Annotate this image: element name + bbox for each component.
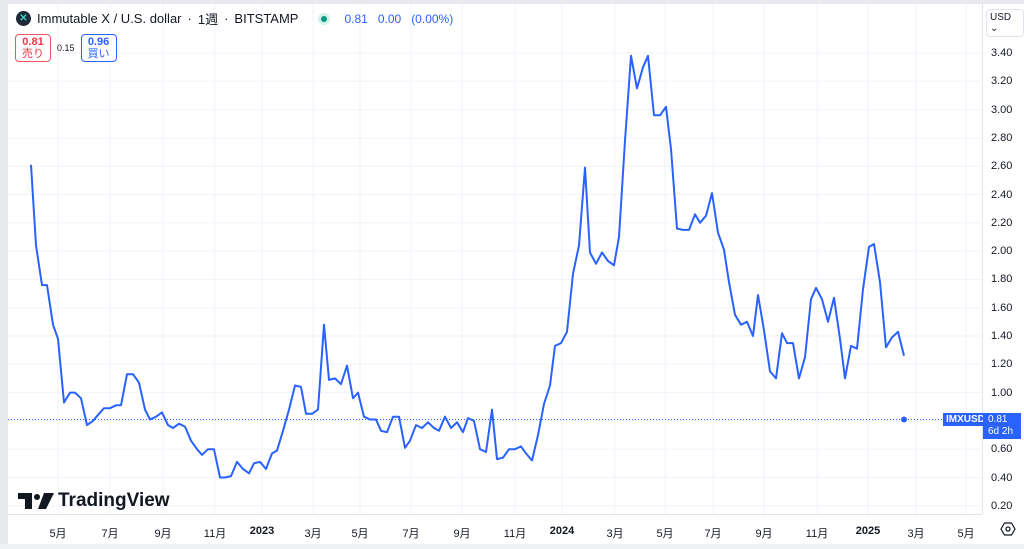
price-tick-label: 0.40: [991, 471, 1013, 484]
price-tick-label: 2.80: [991, 131, 1013, 144]
time-tick-label: 11月: [805, 528, 829, 540]
tradingview-logo[interactable]: TradingView: [18, 490, 170, 512]
symbol-title-bar: ✕ Immutable X / U.S. dollar · 1週 · BITST…: [16, 9, 453, 28]
sell-label: 売り: [22, 48, 44, 60]
time-tick-label: 2025: [855, 525, 881, 537]
price-tick-label: 1.00: [991, 386, 1013, 399]
buy-sell-panel: 0.81 売り 0.15 0.96 買い: [15, 34, 117, 62]
price-line-chart[interactable]: [8, 4, 982, 514]
time-tick-label: 5月: [49, 528, 67, 540]
time-tick-label: 9月: [453, 528, 471, 540]
time-tick-label: 11月: [503, 528, 527, 540]
price-tick-label: 3.00: [991, 103, 1013, 116]
market-open-dot-icon[interactable]: [318, 12, 331, 25]
time-tick-label: 5月: [351, 528, 369, 540]
currency-selector[interactable]: USD ⌄: [986, 9, 1024, 37]
price-tick-label: 3.40: [991, 47, 1013, 59]
time-tick-label: 9月: [154, 528, 172, 540]
chevron-down-icon: ⌄: [990, 23, 999, 34]
time-tick-label: 3月: [606, 528, 624, 540]
exchange: BITSTAMP: [234, 11, 299, 26]
price-line: [30, 54, 905, 479]
last-price-label: 0.81 6d 2h: [983, 413, 1021, 439]
time-tick-label: 2023: [249, 525, 275, 537]
bar-countdown: 6d 2h: [988, 426, 1014, 437]
time-tick-label: 5月: [957, 528, 975, 540]
change-value: 0.00: [377, 11, 402, 26]
tradingview-logo-icon: [18, 493, 54, 509]
price-tick-label: 1.40: [991, 330, 1013, 342]
symbol-name[interactable]: Immutable X / U.S. dollar: [37, 11, 182, 26]
time-tick-label: 9月: [755, 528, 773, 540]
last-point-marker: [901, 416, 907, 423]
price-tick-label: 2.40: [991, 188, 1013, 201]
currency-label: USD: [990, 12, 1012, 23]
price-tick-label: 2.20: [991, 216, 1013, 229]
price-tick-label: 2.00: [991, 245, 1013, 258]
time-axis[interactable]: 5月 7月 9月 11月 2023 3月 5月 7月 9月 11月 2024 3月 5月 7月 9月 11月 2…: [8, 514, 982, 545]
price-tick-label: 1.80: [991, 273, 1013, 286]
time-tick-label: 7月: [704, 528, 722, 540]
logo-text: TradingView: [58, 490, 170, 511]
gear-icon[interactable]: [1000, 521, 1016, 537]
sell-button[interactable]: 0.81 売り: [15, 34, 51, 62]
time-tick-label: 5月: [656, 528, 674, 540]
price-tick-label: 2.60: [991, 160, 1013, 173]
time-tick-label: 11月: [203, 528, 227, 540]
buy-label: 買い: [87, 48, 110, 60]
time-tick-label: 3月: [304, 528, 322, 540]
price-tick-label: 3.20: [991, 75, 1013, 88]
imx-logo-icon: ✕: [16, 11, 31, 26]
time-tick-label: 7月: [101, 528, 119, 540]
buy-button[interactable]: 0.96 買い: [80, 34, 117, 62]
chart-plot-area[interactable]: [8, 4, 982, 514]
last-price-value: 0.81: [988, 414, 1008, 425]
last-price-value: 0.81: [344, 11, 368, 26]
change-percent: (0.00%): [411, 11, 454, 26]
spread-value: 0.15: [57, 43, 75, 53]
separator: ·: [224, 11, 229, 26]
price-tick-label: 0.60: [991, 443, 1013, 456]
time-tick-label: 3月: [907, 528, 925, 540]
bottom-strip: [0, 544, 1024, 549]
separator: ·: [187, 11, 192, 26]
buy-price: 0.96: [87, 36, 110, 48]
time-tick-label: 7月: [402, 528, 420, 540]
price-tick-label: 1.20: [991, 358, 1013, 371]
price-tick-label: 0.20: [991, 499, 1013, 512]
price-tick-label: 1.60: [991, 301, 1013, 314]
time-tick-label: 2024: [549, 525, 575, 537]
symbol-price-tag: IMXUSD: [943, 413, 988, 426]
sell-price: 0.81: [22, 36, 44, 48]
interval[interactable]: 1週: [197, 12, 219, 27]
